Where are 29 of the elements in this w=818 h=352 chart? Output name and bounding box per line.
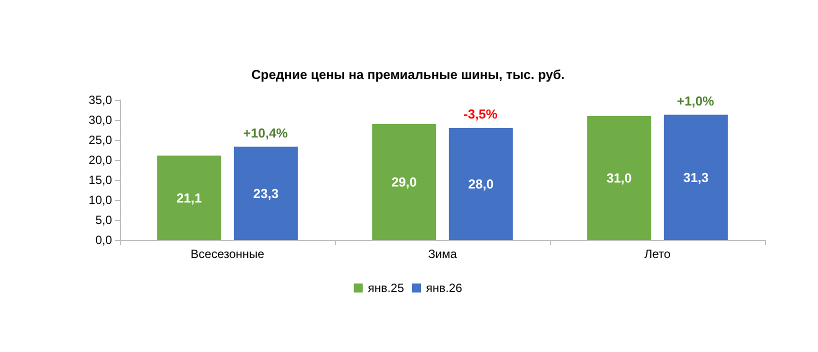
y-tick-label: 30,0	[88, 113, 112, 127]
annotation: -3,5%	[464, 106, 498, 122]
y-tick-label: 25,0	[88, 133, 112, 147]
y-tick-label: 10,0	[88, 193, 112, 207]
x-tick-label: Зима	[428, 247, 458, 261]
annotation: +1,0%	[676, 93, 715, 108]
bar	[157, 156, 222, 240]
data-label: 31,3	[683, 170, 709, 185]
data-label: 23,3	[253, 186, 279, 201]
bar	[587, 116, 652, 240]
annotation: +10,4%	[243, 125, 288, 140]
y-tick-label: 15,0	[88, 173, 112, 187]
bar	[664, 114, 728, 240]
legend-label: янв.25	[368, 281, 404, 295]
legend-label: янв.26	[426, 281, 463, 295]
data-label: 28,0	[468, 176, 494, 192]
y-tick-label: 0,0	[95, 233, 112, 247]
bar	[448, 128, 513, 240]
bar	[234, 146, 298, 240]
x-tick-label: Всесезонные	[190, 247, 265, 261]
y-tick-label: 5,0	[95, 213, 112, 227]
y-tick-label: 20,0	[88, 153, 112, 167]
y-tick-label: 35,0	[88, 93, 112, 107]
x-tick-label: Лето	[644, 247, 671, 261]
bar	[372, 124, 436, 240]
data-label: 31,0	[606, 170, 632, 186]
data-label: 29,0	[391, 174, 417, 190]
data-label: 21,1	[176, 190, 202, 206]
chart-title: Средние цены на премиальные шины, тыс. руб.	[251, 67, 565, 82]
